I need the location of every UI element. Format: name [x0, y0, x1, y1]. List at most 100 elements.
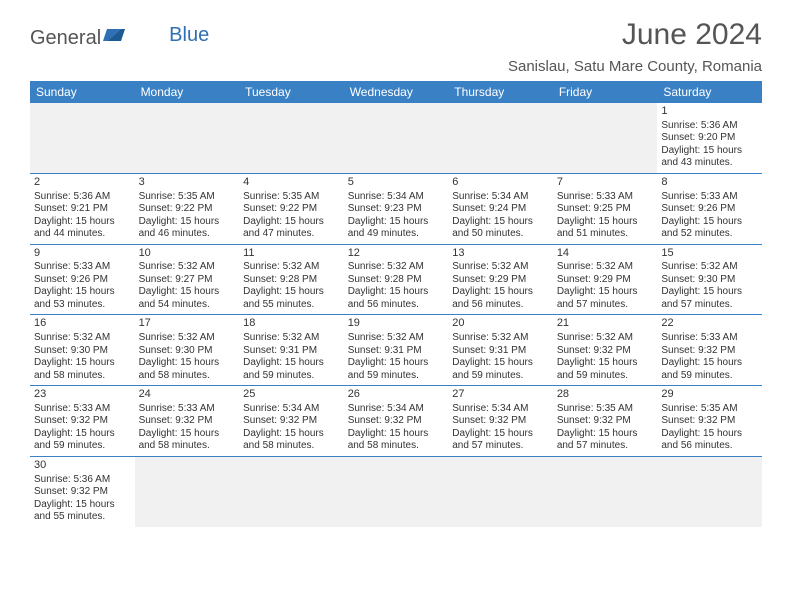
sunset-text: Sunset: 9:32 PM	[661, 415, 758, 428]
daylight-text: Daylight: 15 hours and 56 minutes.	[348, 286, 445, 311]
calendar-page: General Blue June 2024 Sanislau, Satu Ma…	[0, 0, 792, 545]
sunset-text: Sunset: 9:32 PM	[557, 415, 654, 428]
sunset-text: Sunset: 9:26 PM	[34, 274, 131, 287]
calendar-day-cell	[553, 103, 658, 173]
sunrise-text: Sunrise: 5:35 AM	[661, 403, 758, 416]
sunrise-text: Sunrise: 5:34 AM	[243, 403, 340, 416]
sunrise-text: Sunrise: 5:32 AM	[243, 261, 340, 274]
calendar-day-cell: 12Sunrise: 5:32 AMSunset: 9:28 PMDayligh…	[344, 244, 449, 315]
sunrise-text: Sunrise: 5:33 AM	[34, 261, 131, 274]
sunset-text: Sunset: 9:20 PM	[661, 132, 758, 145]
calendar-day-cell: 17Sunrise: 5:32 AMSunset: 9:30 PMDayligh…	[135, 315, 240, 386]
sunrise-text: Sunrise: 5:32 AM	[348, 332, 445, 345]
sunset-text: Sunset: 9:30 PM	[34, 345, 131, 358]
day-number: 27	[452, 388, 549, 402]
daylight-text: Daylight: 15 hours and 58 minutes.	[139, 428, 236, 453]
daylight-text: Daylight: 15 hours and 49 minutes.	[348, 216, 445, 241]
calendar-week-row: 2Sunrise: 5:36 AMSunset: 9:21 PMDaylight…	[30, 173, 762, 244]
calendar-day-cell: 20Sunrise: 5:32 AMSunset: 9:31 PMDayligh…	[448, 315, 553, 386]
calendar-day-cell	[30, 103, 135, 173]
location: Sanislau, Satu Mare County, Romania	[508, 58, 762, 75]
calendar-day-cell: 30Sunrise: 5:36 AMSunset: 9:32 PMDayligh…	[30, 456, 135, 526]
sunrise-text: Sunrise: 5:32 AM	[557, 332, 654, 345]
calendar-day-cell: 24Sunrise: 5:33 AMSunset: 9:32 PMDayligh…	[135, 386, 240, 457]
sunset-text: Sunset: 9:24 PM	[452, 203, 549, 216]
daylight-text: Daylight: 15 hours and 54 minutes.	[139, 286, 236, 311]
sunrise-text: Sunrise: 5:36 AM	[34, 191, 131, 204]
weekday-header: Friday	[553, 81, 658, 103]
calendar-day-cell: 6Sunrise: 5:34 AMSunset: 9:24 PMDaylight…	[448, 173, 553, 244]
day-number: 11	[243, 247, 340, 261]
sunset-text: Sunset: 9:30 PM	[139, 345, 236, 358]
sunset-text: Sunset: 9:25 PM	[557, 203, 654, 216]
calendar-day-cell: 13Sunrise: 5:32 AMSunset: 9:29 PMDayligh…	[448, 244, 553, 315]
calendar-day-cell	[344, 456, 449, 526]
calendar-day-cell: 25Sunrise: 5:34 AMSunset: 9:32 PMDayligh…	[239, 386, 344, 457]
daylight-text: Daylight: 15 hours and 55 minutes.	[34, 499, 131, 524]
daylight-text: Daylight: 15 hours and 47 minutes.	[243, 216, 340, 241]
sunset-text: Sunset: 9:23 PM	[348, 203, 445, 216]
sunrise-text: Sunrise: 5:33 AM	[661, 332, 758, 345]
daylight-text: Daylight: 15 hours and 59 minutes.	[452, 357, 549, 382]
calendar-day-cell: 14Sunrise: 5:32 AMSunset: 9:29 PMDayligh…	[553, 244, 658, 315]
calendar-day-cell: 19Sunrise: 5:32 AMSunset: 9:31 PMDayligh…	[344, 315, 449, 386]
sunset-text: Sunset: 9:26 PM	[661, 203, 758, 216]
calendar-day-cell	[135, 456, 240, 526]
sunset-text: Sunset: 9:32 PM	[139, 415, 236, 428]
logo: General Blue	[30, 26, 209, 51]
sunrise-text: Sunrise: 5:32 AM	[139, 332, 236, 345]
sunrise-text: Sunrise: 5:33 AM	[139, 403, 236, 416]
sunrise-text: Sunrise: 5:33 AM	[661, 191, 758, 204]
sunset-text: Sunset: 9:32 PM	[452, 415, 549, 428]
day-number: 9	[34, 247, 131, 261]
calendar-day-cell	[135, 103, 240, 173]
calendar-day-cell	[657, 456, 762, 526]
day-number: 26	[348, 388, 445, 402]
sunset-text: Sunset: 9:32 PM	[34, 486, 131, 499]
day-number: 29	[661, 388, 758, 402]
calendar-week-row: 9Sunrise: 5:33 AMSunset: 9:26 PM Daylight…	[30, 244, 762, 315]
day-number: 18	[243, 317, 340, 331]
day-number: 14	[557, 247, 654, 261]
day-number: 24	[139, 388, 236, 402]
daylight-text: Daylight: 15 hours and 43 minutes.	[661, 145, 758, 170]
daylight-text: Daylight: 15 hours and 46 minutes.	[139, 216, 236, 241]
weekday-header: Wednesday	[344, 81, 449, 103]
title-block: June 2024 Sanislau, Satu Mare County, Ro…	[508, 18, 762, 75]
weekday-header: Sunday	[30, 81, 135, 103]
day-number: 28	[557, 388, 654, 402]
sunrise-text: Sunrise: 5:32 AM	[243, 332, 340, 345]
daylight-text: Daylight: 15 hours and 44 minutes.	[34, 216, 131, 241]
day-number: 21	[557, 317, 654, 331]
daylight-text: Daylight: 15 hours and 58 minutes.	[34, 357, 131, 382]
calendar-week-row: 1Sunrise: 5:36 AMSunset: 9:20 PMDaylight…	[30, 103, 762, 173]
daylight-text: Daylight: 15 hours and 57 minutes.	[661, 286, 758, 311]
calendar-day-cell: 4Sunrise: 5:35 AMSunset: 9:22 PMDaylight…	[239, 173, 344, 244]
sunset-text: Sunset: 9:22 PM	[243, 203, 340, 216]
daylight-text: Daylight: 15 hours and 50 minutes.	[452, 216, 549, 241]
sunrise-text: Sunrise: 5:32 AM	[557, 261, 654, 274]
calendar-week-row: 16Sunrise: 5:32 AMSunset: 9:30 PMDayligh…	[30, 315, 762, 386]
calendar-day-cell: 28Sunrise: 5:35 AMSunset: 9:32 PMDayligh…	[553, 386, 658, 457]
calendar-day-cell: 29Sunrise: 5:35 AMSunset: 9:32 PMDayligh…	[657, 386, 762, 457]
calendar-day-cell: 15Sunrise: 5:32 AMSunset: 9:30 PMDayligh…	[657, 244, 762, 315]
daylight-text: Daylight: 15 hours and 58 minutes.	[243, 428, 340, 453]
sunset-text: Sunset: 9:27 PM	[139, 274, 236, 287]
sunset-text: Sunset: 9:31 PM	[243, 345, 340, 358]
flag-icon	[103, 26, 125, 49]
calendar-day-cell: 16Sunrise: 5:32 AMSunset: 9:30 PMDayligh…	[30, 315, 135, 386]
daylight-text: Daylight: 15 hours and 57 minutes.	[452, 428, 549, 453]
daylight-text: Daylight: 15 hours and 59 minutes.	[243, 357, 340, 382]
daylight-text: Daylight: 15 hours and 56 minutes.	[452, 286, 549, 311]
sunset-text: Sunset: 9:28 PM	[348, 274, 445, 287]
calendar-day-cell: 23Sunrise: 5:33 AMSunset: 9:32 PMDayligh…	[30, 386, 135, 457]
calendar-day-cell	[239, 456, 344, 526]
sunrise-text: Sunrise: 5:32 AM	[34, 332, 131, 345]
calendar-day-cell: 18Sunrise: 5:32 AMSunset: 9:31 PMDayligh…	[239, 315, 344, 386]
daylight-text: Daylight: 15 hours and 59 minutes.	[348, 357, 445, 382]
calendar-day-cell	[239, 103, 344, 173]
sunrise-text: Sunrise: 5:34 AM	[452, 191, 549, 204]
day-number: 15	[661, 247, 758, 261]
day-number: 10	[139, 247, 236, 261]
daylight-text: Daylight: 15 hours and 59 minutes.	[34, 428, 131, 453]
